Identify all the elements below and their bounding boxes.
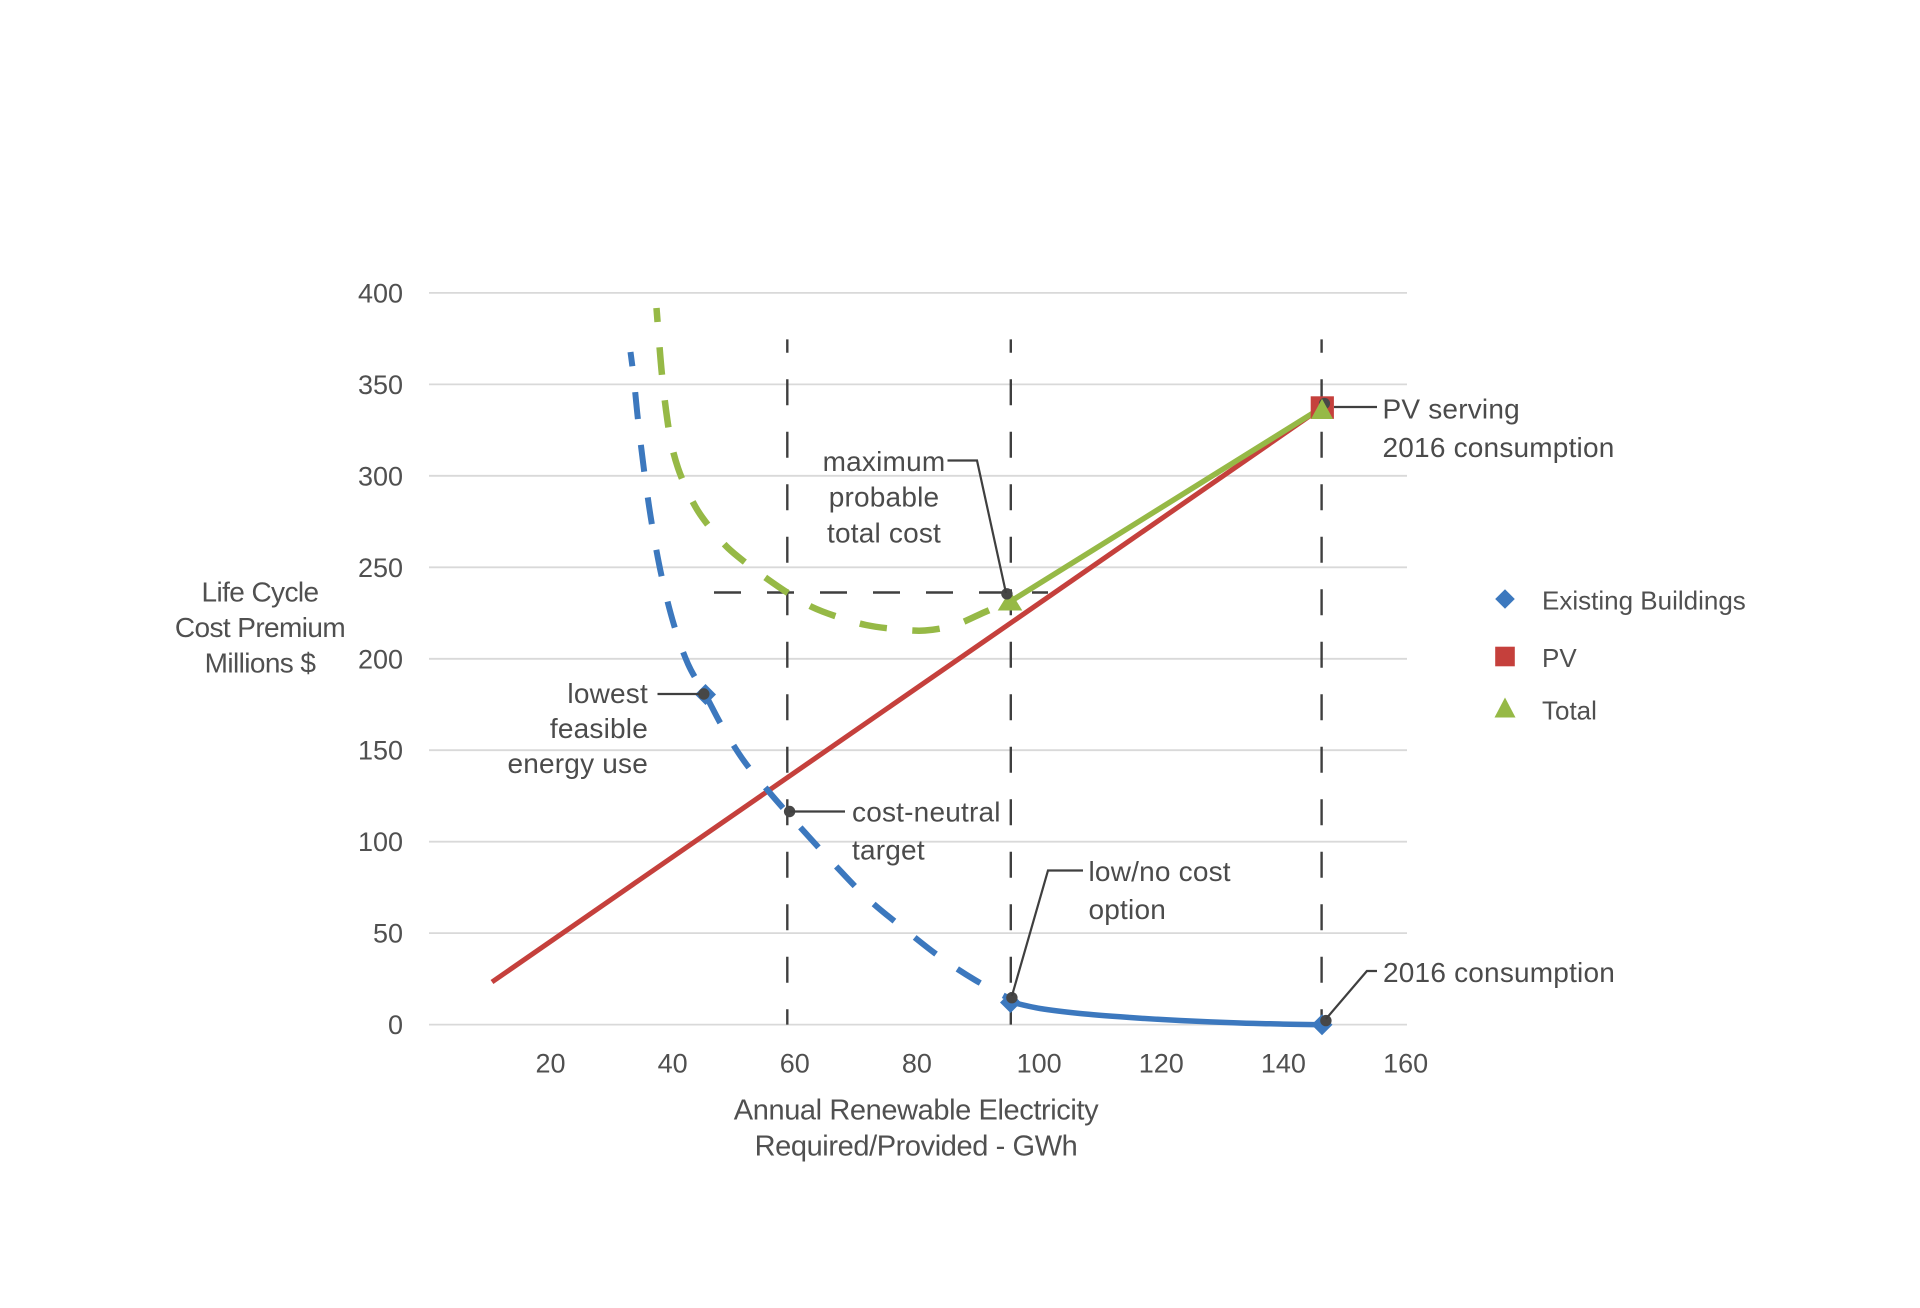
svg-text:total cost: total cost	[827, 518, 941, 549]
svg-text:100: 100	[358, 827, 403, 857]
svg-text:Existing Buildings: Existing Buildings	[1542, 586, 1746, 616]
svg-text:Total: Total	[1542, 696, 1597, 726]
svg-text:PV: PV	[1542, 643, 1577, 673]
svg-text:probable: probable	[829, 482, 940, 513]
svg-text:160: 160	[1383, 1049, 1428, 1079]
svg-text:Cost Premium: Cost Premium	[175, 612, 345, 643]
svg-text:target: target	[852, 835, 925, 866]
svg-text:PV serving: PV serving	[1383, 394, 1520, 425]
svg-text:140: 140	[1261, 1049, 1306, 1079]
svg-text:60: 60	[780, 1049, 810, 1079]
svg-text:150: 150	[358, 736, 403, 766]
svg-text:200: 200	[358, 644, 403, 674]
svg-text:energy use: energy use	[507, 748, 648, 779]
svg-text:Annual Renewable Electricity: Annual Renewable Electricity	[734, 1095, 1099, 1127]
svg-text:maximum: maximum	[823, 446, 946, 477]
svg-text:feasible: feasible	[550, 713, 648, 744]
svg-text:2016 consumption: 2016 consumption	[1383, 432, 1615, 463]
svg-text:low/no cost: low/no cost	[1089, 856, 1231, 887]
svg-text:350: 350	[358, 370, 403, 400]
svg-text:2016 consumption: 2016 consumption	[1383, 957, 1615, 988]
svg-text:400: 400	[358, 278, 403, 308]
svg-text:250: 250	[358, 553, 403, 583]
svg-text:100: 100	[1017, 1049, 1062, 1079]
svg-text:cost-neutral: cost-neutral	[852, 797, 1001, 828]
svg-text:Required/Provided - GWh: Required/Provided - GWh	[755, 1131, 1078, 1163]
svg-text:option: option	[1089, 894, 1167, 925]
svg-text:120: 120	[1139, 1049, 1184, 1079]
svg-text:lowest: lowest	[567, 678, 648, 709]
svg-text:300: 300	[358, 461, 403, 491]
svg-text:50: 50	[373, 919, 403, 949]
svg-text:20: 20	[535, 1049, 565, 1079]
svg-text:0: 0	[388, 1010, 403, 1040]
svg-text:Millions $: Millions $	[205, 648, 317, 679]
svg-text:80: 80	[902, 1049, 932, 1079]
svg-text:Life Cycle: Life Cycle	[202, 577, 319, 608]
svg-text:40: 40	[658, 1049, 688, 1079]
